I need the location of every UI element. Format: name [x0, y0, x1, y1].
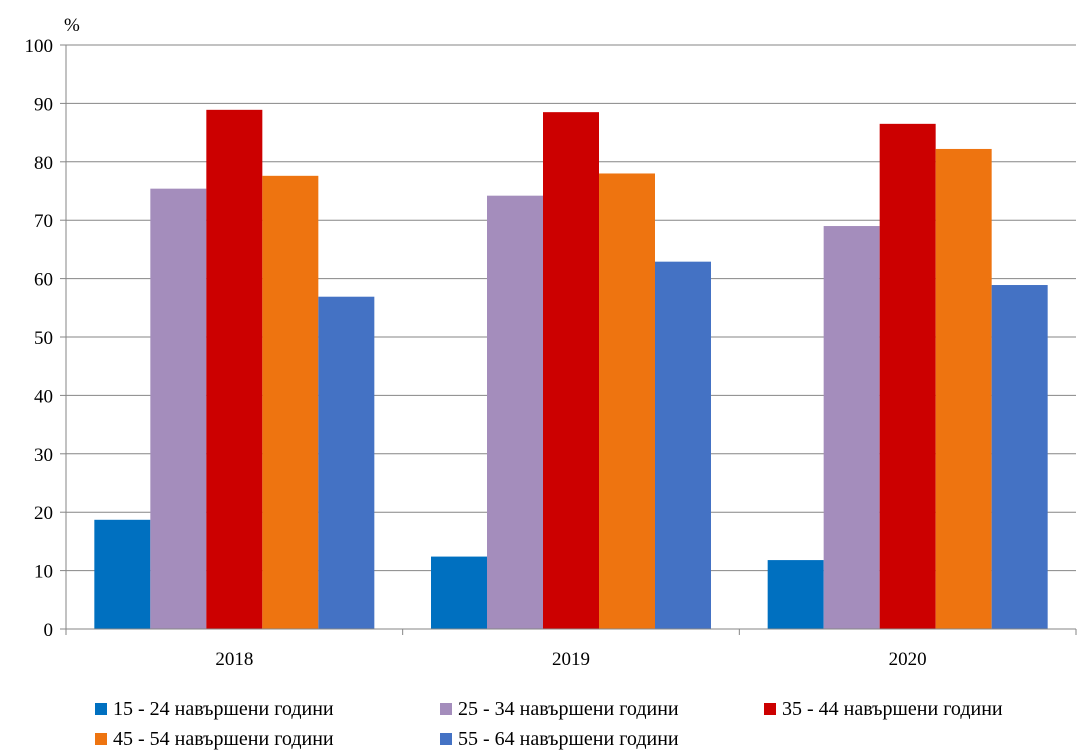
bar [935, 148, 992, 629]
y-tick-label: 70 [34, 211, 53, 232]
y-tick-label: 0 [44, 620, 54, 641]
bar [487, 195, 543, 629]
legend-swatch [440, 703, 452, 715]
x-tick-label: 2018 [215, 649, 253, 670]
bar [431, 556, 487, 629]
legend-item: 15 - 24 навършени години [95, 698, 440, 721]
bar-chart: % 0 10 20 30 40 50 60 70 80 90 100 2018 2019 2020 [25, 15, 1077, 670]
bar [318, 296, 375, 629]
bar [94, 519, 151, 629]
bar [262, 175, 319, 630]
bar [879, 123, 936, 629]
y-tick-label: 50 [34, 328, 53, 349]
bar [543, 112, 599, 629]
legend-swatch [440, 733, 452, 745]
legend-label: 15 - 24 навършени години [113, 697, 334, 720]
y-tick-label: 10 [34, 562, 53, 583]
legend-swatch [95, 703, 107, 715]
x-tick-label: 2019 [552, 649, 590, 670]
bar [206, 109, 263, 630]
y-tick-label: 40 [34, 386, 53, 407]
legend-label: 25 - 34 навършени години [458, 697, 679, 720]
x-axis-ticks: 2018 2019 2020 [215, 649, 926, 670]
y-axis-ticks: 0 10 20 30 40 50 60 70 80 90 100 [25, 36, 54, 641]
bar [655, 261, 711, 629]
legend-label: 35 - 44 навършени години [782, 697, 1003, 720]
y-axis-unit: % [64, 15, 80, 36]
axes [60, 44, 1077, 635]
legend-label: 45 - 54 навършени години [113, 727, 334, 750]
legend-item: 35 - 44 навършени години [764, 698, 1003, 721]
legend: 15 - 24 навършени години 25 - 34 навърше… [95, 694, 1075, 754]
legend-label: 55 - 64 навършени години [458, 727, 679, 750]
bar [150, 188, 207, 629]
legend-swatch [764, 703, 776, 715]
y-tick-label: 60 [34, 270, 53, 291]
legend-row-2: 45 - 54 навършени години 55 - 64 навърше… [95, 724, 1075, 754]
bar [599, 173, 655, 630]
legend-swatch [95, 733, 107, 745]
legend-item: 25 - 34 навършени години [440, 698, 764, 721]
bar [767, 560, 824, 629]
legend-row-1: 15 - 24 навършени години 25 - 34 навърше… [95, 694, 1075, 724]
y-tick-label: 30 [34, 445, 53, 466]
y-tick-label: 20 [34, 503, 53, 524]
x-tick-label: 2020 [889, 649, 927, 670]
bar [991, 285, 1048, 629]
bars [94, 109, 1048, 630]
legend-item: 55 - 64 навършени години [440, 728, 764, 751]
legend-item: 45 - 54 навършени години [95, 728, 440, 751]
y-tick-label: 90 [34, 94, 53, 115]
y-tick-label: 80 [34, 153, 53, 174]
bar [823, 226, 880, 630]
y-tick-label: 100 [25, 36, 54, 57]
